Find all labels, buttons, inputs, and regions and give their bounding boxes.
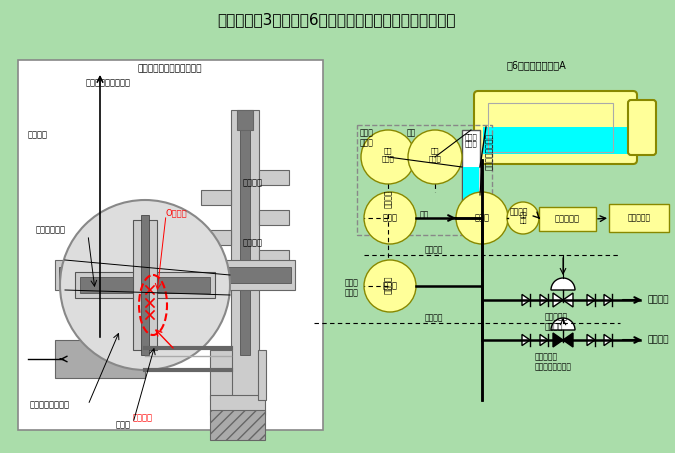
Text: 常用: 常用 [407, 128, 416, 137]
Text: 中央制御盤: 中央制御盤 [628, 213, 651, 222]
Text: （水位伝送器構造概要図）: （水位伝送器構造概要図） [138, 64, 202, 73]
Bar [258, 350, 266, 400]
Bar [55, 260, 295, 290]
FancyBboxPatch shape [628, 100, 656, 155]
Polygon shape [563, 293, 573, 307]
Wedge shape [551, 318, 575, 330]
Text: 設作信号: 設作信号 [425, 245, 443, 254]
Bar [237, 110, 253, 130]
Text: 水位信号: 水位信号 [384, 189, 393, 207]
Bar [210, 350, 232, 400]
Text: 調節器: 調節器 [383, 281, 398, 290]
FancyBboxPatch shape [539, 207, 596, 231]
FancyBboxPatch shape [609, 204, 669, 232]
Polygon shape [540, 294, 548, 306]
Bar [259, 250, 289, 265]
Text: 水位制御弁
（常用）: 水位制御弁 （常用） [545, 312, 568, 332]
Polygon shape [553, 293, 563, 307]
Text: 操作信号: 操作信号 [425, 313, 443, 322]
Text: 水位制御弁
（バックアップ）: 水位制御弁 （バックアップ） [535, 352, 572, 371]
Polygon shape [587, 334, 595, 346]
Text: ドレン水: ドレン水 [243, 178, 263, 187]
Bar [240, 125, 250, 355]
Text: Oリング: Oリング [166, 208, 188, 217]
Bar [259, 210, 289, 225]
Text: 常用: 常用 [420, 210, 429, 219]
Polygon shape [522, 294, 530, 306]
Bar [201, 230, 231, 245]
Bar [210, 395, 265, 415]
Text: 腐食生成物の付着: 腐食生成物の付着 [30, 400, 70, 409]
Text: フロート: フロート [243, 238, 263, 247]
Text: バック
アップ: バック アップ [360, 128, 374, 147]
Bar [80, 277, 210, 293]
Text: 流量
信号: 流量 信号 [519, 212, 526, 224]
Bar [462, 130, 480, 205]
Bar [210, 410, 265, 440]
Text: 水位
伝送器: 水位 伝送器 [381, 148, 394, 162]
Circle shape [507, 202, 539, 234]
Polygon shape [604, 294, 612, 306]
Circle shape [364, 192, 416, 244]
Polygon shape [563, 333, 573, 347]
Polygon shape [553, 333, 563, 347]
Text: 供給空気: 供給空気 [28, 130, 48, 139]
Text: ボディ: ボディ [116, 420, 131, 429]
Polygon shape [587, 294, 595, 306]
Bar [231, 110, 259, 420]
Text: 調節器への出力信号: 調節器への出力信号 [86, 78, 131, 87]
Bar [483, 127, 628, 154]
Bar [75, 272, 215, 298]
Bar [133, 220, 157, 350]
Bar [488, 103, 613, 152]
Text: 復水器へ: 復水器へ [647, 336, 668, 344]
Bar [201, 190, 231, 205]
Bar [141, 215, 149, 355]
Text: バック
アップ: バック アップ [345, 278, 359, 298]
Text: ドレン（冷却水）: ドレン（冷却水） [485, 133, 494, 170]
Text: 脱気器へ: 脱気器へ [647, 295, 668, 304]
Text: 流量計: 流量計 [475, 213, 489, 222]
Text: 水位信号: 水位信号 [384, 276, 393, 294]
Bar [463, 167, 479, 203]
Circle shape [60, 200, 230, 370]
Bar [55, 340, 145, 378]
Circle shape [364, 260, 416, 312]
Text: 流量信号: 流量信号 [510, 207, 529, 216]
Text: レベル
ゲージ: レベル ゲージ [464, 133, 477, 147]
FancyBboxPatch shape [474, 91, 637, 164]
Bar [259, 170, 289, 185]
Circle shape [456, 192, 508, 244]
Bar [18, 60, 323, 430]
Text: 伊方発電所3号機　第6高圧給水加熱器まわり概略系統図: 伊方発電所3号機 第6高圧給水加熱器まわり概略系統図 [218, 12, 456, 27]
Text: 第6高圧給水加熱器A: 第6高圧給水加熱器A [507, 60, 567, 70]
Text: 調節器: 調節器 [383, 213, 398, 222]
Text: フォースバー: フォースバー [36, 225, 66, 234]
Polygon shape [522, 334, 530, 346]
Bar [59, 267, 291, 283]
Circle shape [408, 130, 462, 184]
Text: 計器ラック: 計器ラック [554, 215, 580, 223]
Polygon shape [540, 334, 548, 346]
Circle shape [361, 130, 415, 184]
Wedge shape [551, 278, 575, 290]
Text: 水位
伝送器: 水位 伝送器 [429, 148, 441, 162]
Polygon shape [604, 334, 612, 346]
Bar [357, 125, 492, 235]
Text: シール部: シール部 [133, 413, 153, 422]
